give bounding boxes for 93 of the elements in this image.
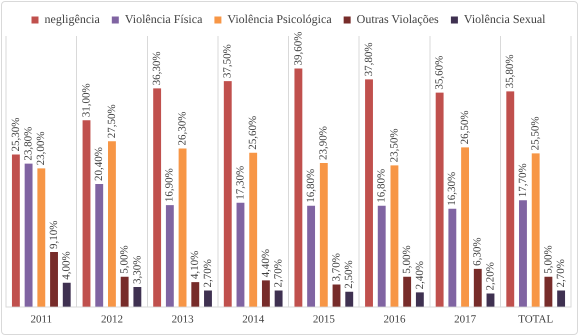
legend-label: Violência Sexual: [464, 12, 546, 26]
bar: [153, 88, 162, 307]
data-label: 6,30%: [472, 237, 484, 266]
bar: [204, 290, 212, 307]
bar: [378, 206, 386, 307]
x-tick-label: 2011: [30, 313, 52, 326]
data-label: 2,70%: [202, 259, 214, 288]
bar: [262, 280, 270, 307]
data-label: 20,40%: [93, 147, 106, 182]
bar: [461, 147, 470, 307]
data-label: 37,80%: [362, 42, 375, 76]
bar: [50, 252, 58, 307]
bar: [191, 282, 200, 307]
data-label: 23,50%: [388, 128, 400, 162]
legend-label: negligência: [44, 12, 100, 26]
bar: [133, 286, 142, 307]
bar: [95, 184, 104, 307]
data-label: 4,00%: [60, 251, 73, 280]
bar: [436, 92, 444, 307]
legend-label: Outras Violações: [356, 12, 440, 26]
bar: [332, 284, 340, 307]
x-tick-label: 2017: [454, 313, 477, 326]
data-label: 26,50%: [458, 110, 471, 144]
data-label: 2,20%: [484, 262, 496, 291]
bar: [544, 276, 552, 307]
bar: [166, 205, 174, 307]
bar: [390, 165, 398, 307]
data-label: 16,80%: [304, 168, 317, 203]
data-label: 23,00%: [35, 131, 48, 166]
bar: [532, 153, 540, 307]
data-label: 25,50%: [530, 116, 542, 150]
bar: [224, 81, 232, 307]
data-label: 25,60%: [247, 116, 260, 150]
bar: [506, 91, 514, 307]
data-label: 27,50%: [106, 104, 118, 138]
data-label: 9,10%: [48, 220, 60, 250]
x-tick-label: 2013: [172, 313, 194, 326]
bar: [448, 208, 456, 307]
data-label: 4,10%: [189, 250, 202, 280]
data-label: 3,30%: [131, 256, 144, 284]
data-label: 39,60%: [292, 32, 304, 66]
data-label: 2,50%: [343, 260, 356, 289]
data-label: 31,00%: [80, 83, 92, 118]
bar: [294, 68, 302, 307]
bar: [274, 290, 283, 307]
bar: [120, 276, 129, 307]
data-label: 23,80%: [22, 126, 34, 161]
bar: [519, 200, 527, 307]
data-label: 36,30%: [151, 51, 164, 86]
data-label: 5,00%: [401, 245, 414, 274]
bar: [12, 154, 20, 307]
bar: [403, 276, 412, 307]
bar: [249, 152, 258, 307]
data-label: 17,30%: [234, 166, 246, 200]
data-label: 35,60%: [434, 56, 446, 90]
bar: [474, 268, 482, 307]
bar: [108, 141, 116, 307]
data-label: 23,90%: [318, 126, 330, 160]
data-label: 2,70%: [272, 259, 285, 288]
data-label: 16,80%: [376, 168, 388, 203]
bar: [416, 292, 424, 307]
data-label: 16,90%: [164, 168, 176, 202]
data-label: 26,30%: [176, 112, 188, 146]
x-tick-label: 2012: [100, 313, 123, 326]
legend-label: Violência Psicológica: [227, 12, 332, 26]
x-tick-label: 2015: [312, 313, 336, 326]
data-label: 5,00%: [118, 245, 131, 274]
data-label: 4,40%: [260, 248, 272, 278]
bar: [307, 206, 316, 307]
bar: [320, 162, 328, 307]
x-tick-label: 2014: [242, 313, 265, 326]
x-tick-label: 2016: [383, 313, 406, 326]
data-label: 37,50%: [222, 44, 234, 78]
bar: [365, 79, 373, 307]
data-label: 2,70%: [555, 259, 568, 288]
bar: [486, 294, 494, 307]
bar: [236, 202, 244, 307]
x-tick-label: TOTAL: [518, 313, 554, 326]
data-label: 25,30%: [10, 118, 22, 152]
data-label: 5,00%: [542, 245, 554, 274]
data-label: 16,30%: [446, 172, 458, 206]
bar: [82, 120, 90, 307]
data-label: 2,40%: [414, 260, 426, 290]
bar: [557, 290, 566, 307]
bar: [345, 292, 354, 307]
bar: [62, 282, 71, 307]
bar: [178, 148, 187, 307]
data-label: 3,70%: [330, 253, 342, 282]
data-label: 35,80%: [504, 54, 516, 88]
data-label: 17,70%: [516, 163, 529, 198]
bar: [37, 168, 46, 307]
bar: [24, 164, 33, 307]
legend-label: Violência Física: [124, 12, 204, 26]
